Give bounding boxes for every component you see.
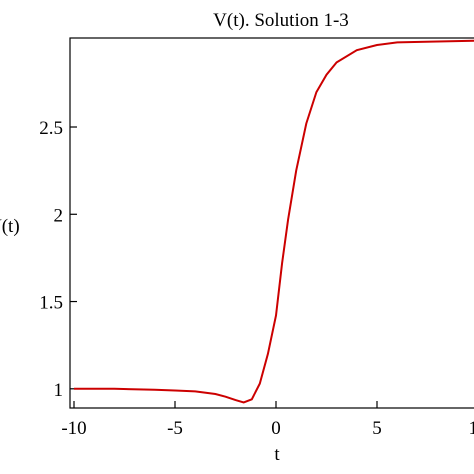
x-tick-label: 10 bbox=[469, 418, 474, 439]
y-tick-label: 2 bbox=[54, 205, 64, 226]
plot-frame bbox=[69, 37, 474, 409]
y-tick-label: 2.5 bbox=[39, 118, 63, 139]
x-tick-label: 0 bbox=[271, 418, 281, 439]
x-tick-label: 5 bbox=[372, 418, 382, 439]
x-tick-label: -5 bbox=[167, 418, 183, 439]
line-series bbox=[74, 39, 474, 404]
y-tick-label: 1 bbox=[54, 380, 64, 401]
y-axis-label: V(t) bbox=[0, 216, 20, 237]
y-tick-label: 1.5 bbox=[39, 293, 63, 314]
chart-title: V(t). Solution 1-3 bbox=[213, 10, 349, 31]
x-tick-label: -10 bbox=[61, 418, 86, 439]
x-axis-label: t bbox=[274, 444, 280, 465]
